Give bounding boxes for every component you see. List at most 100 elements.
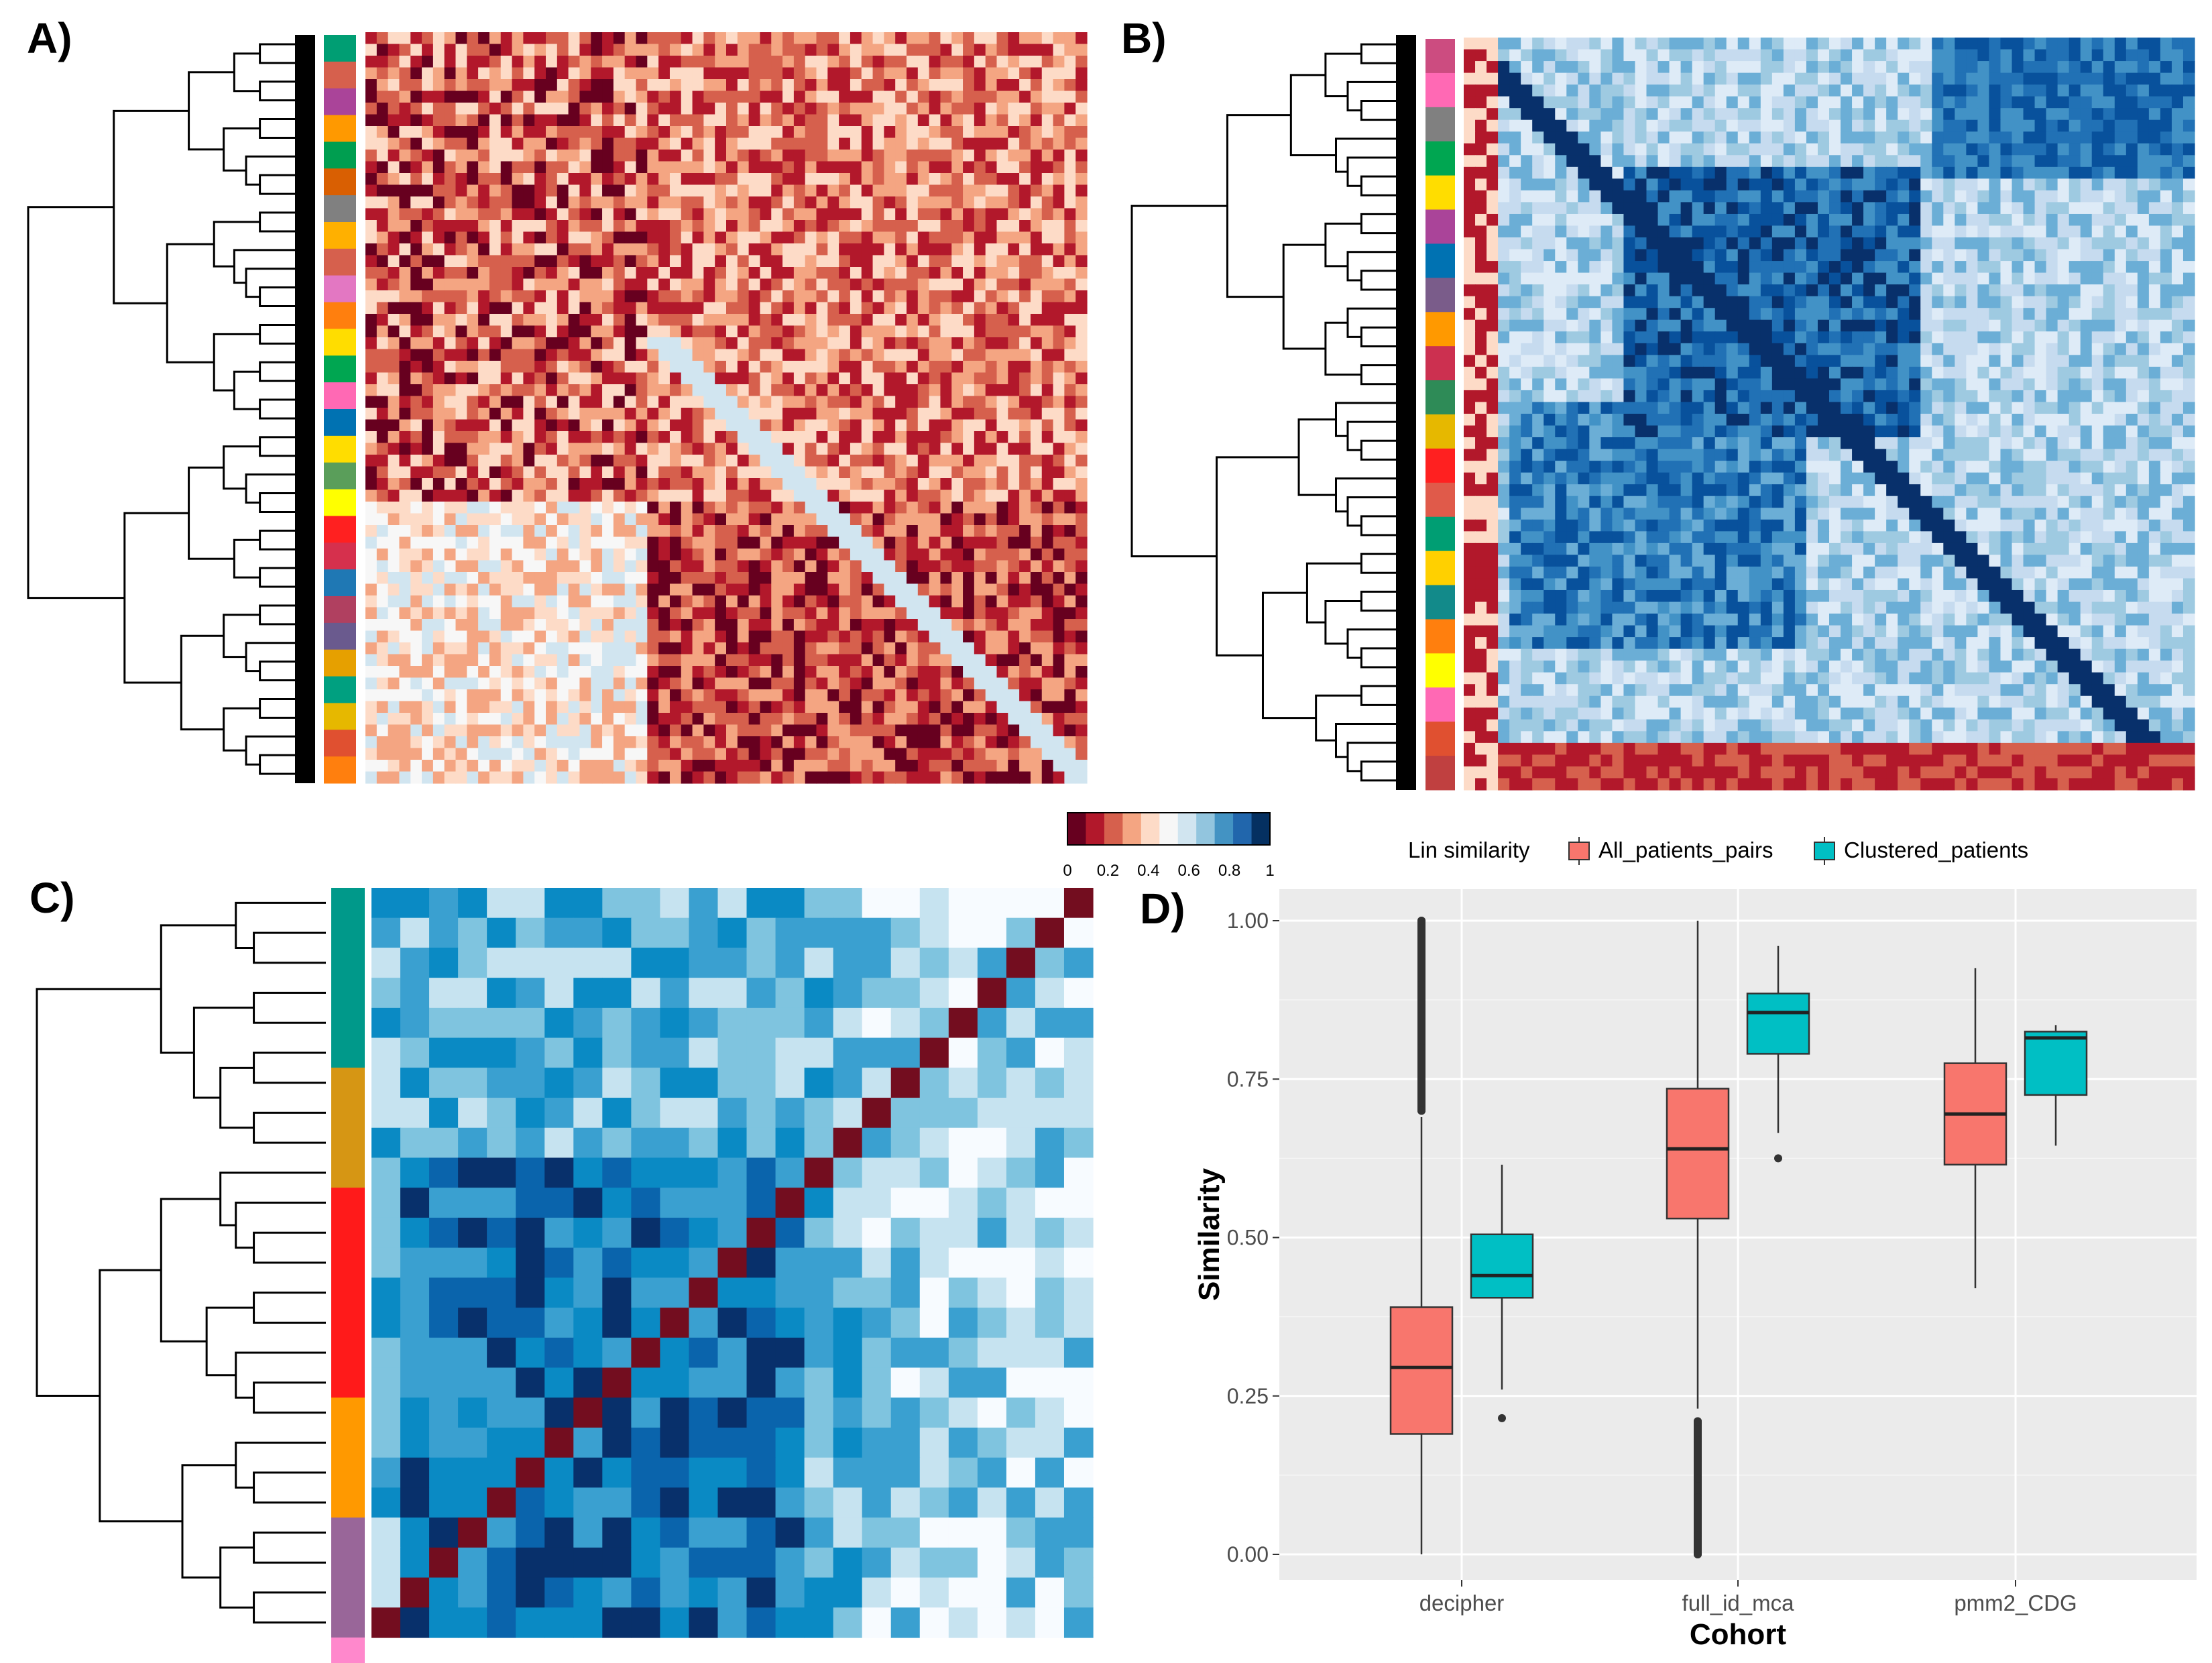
- heatmap-cell-a: [805, 466, 817, 479]
- heatmap-cell-a: [1019, 290, 1031, 303]
- heatmap-cell-a: [376, 196, 389, 209]
- heatmap-cell-a: [703, 701, 715, 713]
- heatmap-cell-a: [388, 572, 400, 585]
- heatmap-cell-a: [1019, 32, 1031, 45]
- heatmap-cell-a: [624, 490, 637, 502]
- heatmap-cell-a: [444, 231, 457, 244]
- heatmap-cell-a: [579, 619, 591, 632]
- dendrogram-branch-b: [1360, 43, 1416, 64]
- heatmap-cell-a: [839, 314, 851, 327]
- heatmap-cell-a: [410, 666, 422, 679]
- heatmap-cell-a: [546, 502, 558, 514]
- heatmap-cell-b: [2057, 61, 2070, 74]
- heatmap-cell-a: [917, 103, 930, 115]
- heatmap-cell-b: [1852, 96, 1864, 109]
- heatmap-cell-b: [1898, 96, 1910, 109]
- heatmap-cell-a: [1030, 724, 1043, 737]
- heatmap-cell-a: [376, 314, 389, 327]
- heatmap-cell-a: [907, 137, 919, 150]
- heatmap-cell-a: [523, 150, 535, 162]
- heatmap-cell-a: [523, 689, 535, 702]
- heatmap-cell-a: [534, 231, 546, 244]
- heatmap-cell-a: [985, 150, 998, 162]
- heatmap-cell-b: [2148, 61, 2161, 74]
- heatmap-cell-b: [1943, 72, 1955, 85]
- heatmap-cell-a: [963, 525, 975, 538]
- heatmap-cell-a: [951, 337, 964, 350]
- heatmap-cell-a: [737, 748, 750, 760]
- heatmap-cell-a: [940, 549, 952, 561]
- heatmap-cell-b: [1955, 49, 1967, 62]
- heatmap-cell-b: [2114, 38, 2127, 50]
- heatmap-cell-a: [929, 748, 941, 760]
- heatmap-cell-a: [963, 243, 975, 256]
- heatmap-cell-a: [500, 724, 513, 737]
- heatmap-cell-a: [455, 466, 467, 479]
- heatmap-cell-a: [1019, 184, 1031, 197]
- heatmap-cell-a: [500, 302, 513, 314]
- heatmap-cell-a: [929, 536, 941, 549]
- heatmap-cell-a: [376, 502, 389, 514]
- heatmap-cell-a: [940, 431, 952, 444]
- heatmap-cell-a: [399, 196, 411, 209]
- dendrogram-branch-a: [223, 614, 260, 658]
- heatmap-cell-a: [985, 408, 998, 420]
- heatmap-cell-a: [850, 466, 862, 479]
- heatmap-cell-a: [658, 278, 671, 291]
- heatmap-cell-a: [850, 607, 862, 620]
- heatmap-cell-a: [376, 689, 389, 702]
- heatmap-cell-a: [1019, 419, 1031, 432]
- heatmap-cell-a: [1064, 619, 1076, 632]
- heatmap-cell-a: [872, 173, 884, 186]
- heatmap-cell-a: [399, 549, 411, 561]
- heatmap-cell-a: [546, 736, 558, 749]
- heatmap-cell-a: [816, 431, 828, 444]
- heatmap-cell-a: [760, 114, 772, 127]
- heatmap-cell-b: [1635, 96, 1647, 109]
- heatmap-cell-a: [500, 290, 513, 303]
- heatmap-cell-a: [546, 349, 558, 361]
- heatmap-cell-a: [681, 325, 693, 338]
- heatmap-cell-a: [455, 630, 467, 643]
- heatmap-cell-a: [872, 361, 884, 374]
- heatmap-cell-a: [1008, 126, 1020, 139]
- heatmap-cell-a: [692, 549, 704, 561]
- heatmap-cell-a: [929, 67, 941, 80]
- dendrogram-branch-a: [166, 243, 215, 363]
- heatmap-cell-b: [2148, 49, 2161, 62]
- heatmap-cell-a: [444, 513, 457, 526]
- heatmap-cell-a: [647, 349, 659, 361]
- heatmap-cell-a: [467, 490, 479, 502]
- heatmap-cell-a: [602, 79, 614, 92]
- heatmap-cell-b: [1943, 61, 1955, 74]
- heatmap-cell-a: [1064, 771, 1076, 784]
- heatmap-cell-a: [907, 56, 919, 68]
- heatmap-cell-b: [1578, 84, 1590, 97]
- heatmap-cell-a: [827, 67, 839, 80]
- heatmap-cell-a: [647, 478, 659, 491]
- heatmap-cell-b: [1544, 131, 1556, 144]
- heatmap-cell-a: [917, 278, 930, 291]
- heatmap-cell-b: [1817, 131, 1830, 144]
- heatmap-cell-a: [715, 220, 727, 233]
- heatmap-cell-a: [512, 137, 524, 150]
- heatmap-cell-a: [636, 455, 648, 467]
- heatmap-cell-a: [557, 724, 569, 737]
- heatmap-cell-a: [1019, 689, 1031, 702]
- heatmap-cell-a: [1019, 114, 1031, 127]
- heatmap-cell-a: [422, 161, 434, 174]
- heatmap-cell-b: [2171, 108, 2184, 121]
- heatmap-cell-a: [669, 103, 682, 115]
- heatmap-cell-a: [884, 161, 896, 174]
- heatmap-cell-a: [681, 619, 693, 632]
- heatmap-cell-a: [1008, 208, 1020, 221]
- heatmap-cell-a: [703, 396, 715, 408]
- heatmap-cell-b: [2114, 131, 2127, 144]
- heatmap-cell-a: [546, 572, 558, 585]
- heatmap-cell-a: [940, 502, 952, 514]
- heatmap-cell-a: [929, 103, 941, 115]
- heatmap-cell-a: [907, 361, 919, 374]
- heatmap-cell-a: [467, 278, 479, 291]
- heatmap-cell-a: [827, 337, 839, 350]
- heatmap-cell-a: [907, 196, 919, 209]
